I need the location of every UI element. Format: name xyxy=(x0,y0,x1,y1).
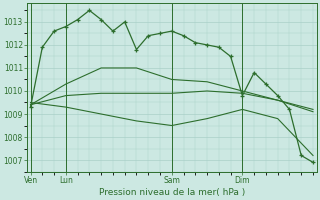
X-axis label: Pression niveau de la mer( hPa ): Pression niveau de la mer( hPa ) xyxy=(99,188,245,197)
